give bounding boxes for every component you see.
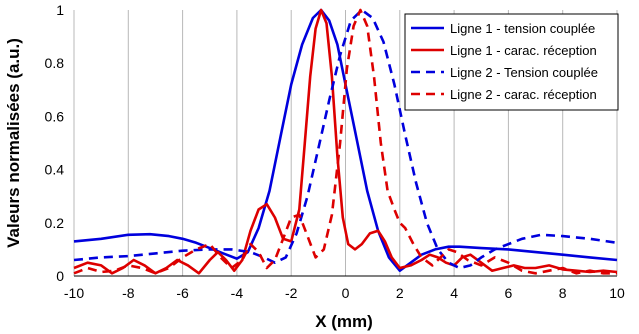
x-tick-label: 2 xyxy=(396,285,404,301)
legend-label: Ligne 2 - Tension couplée xyxy=(450,65,598,80)
x-tick-label: 4 xyxy=(450,285,458,301)
y-tick-label: 0 xyxy=(56,268,64,284)
x-tick-label: 10 xyxy=(609,285,625,301)
series-line-2 xyxy=(73,8,618,275)
series-layer xyxy=(73,8,618,275)
y-tick-label: 0.8 xyxy=(45,55,65,71)
x-tick-label: -4 xyxy=(231,285,244,301)
legend: Ligne 1 - tension couplée Ligne 1 - carac… xyxy=(404,13,619,111)
x-tick-label: 8 xyxy=(559,285,567,301)
x-tick-label: -8 xyxy=(122,285,135,301)
x-tick-label: -6 xyxy=(176,285,189,301)
series-line-1 xyxy=(73,8,618,273)
legend-label: Ligne 2 - carac. réception xyxy=(450,87,597,102)
y-tick-label: 0.4 xyxy=(45,162,65,178)
legend-box xyxy=(404,13,619,111)
x-axis-label: X (mm) xyxy=(315,312,373,331)
x-tick-label: 6 xyxy=(505,285,513,301)
x-tick-label: -2 xyxy=(285,285,298,301)
y-axis-label: Valeurs normalisées (a.u.) xyxy=(4,38,23,248)
legend-label: Ligne 1 - carac. réception xyxy=(450,43,597,58)
x-tick-label: -10 xyxy=(64,285,84,301)
x-axis-ticks: -10 -8 -6 -4 -2 0 2 4 6 8 10 xyxy=(64,285,625,301)
y-tick-label: 0.6 xyxy=(45,108,65,124)
y-tick-label: 0.2 xyxy=(45,215,65,231)
legend-label: Ligne 1 - tension couplée xyxy=(450,21,595,36)
series-line-3 xyxy=(73,8,618,270)
x-tick-label: 0 xyxy=(342,285,350,301)
y-axis-ticks: 0 0.2 0.4 0.6 0.8 1 xyxy=(45,2,65,284)
y-tick-label: 1 xyxy=(56,2,64,18)
